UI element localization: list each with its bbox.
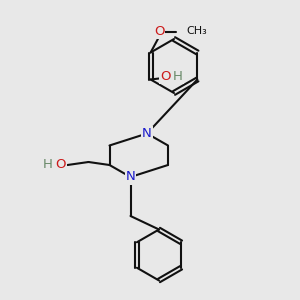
Text: O: O <box>154 25 164 38</box>
Text: N: N <box>142 127 152 140</box>
Text: N: N <box>126 170 135 184</box>
Text: H: H <box>173 70 183 83</box>
Text: O: O <box>56 158 66 172</box>
Text: H: H <box>43 158 53 172</box>
Text: CH₃: CH₃ <box>186 26 207 37</box>
Text: O: O <box>160 70 170 83</box>
